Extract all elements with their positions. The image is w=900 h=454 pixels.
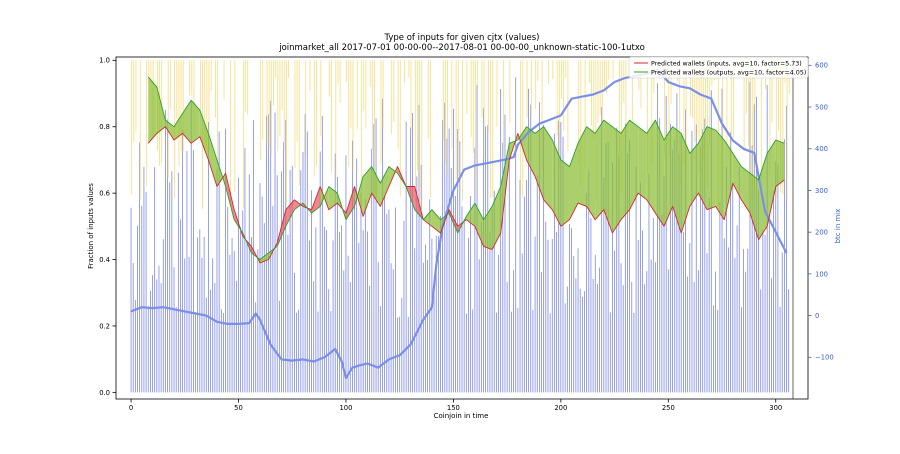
fill-segment-green	[578, 126, 587, 207]
fill-segment-green	[474, 203, 484, 247]
y2-tick-label: 300	[815, 187, 828, 195]
fill-segment-green	[552, 140, 561, 227]
plot-frame	[115, 56, 809, 400]
fill-segment-green	[732, 153, 742, 200]
fill-segment-green	[569, 143, 579, 220]
fill-segment-green	[698, 126, 707, 210]
fill-segment-green	[715, 130, 725, 220]
fill-segment-green	[749, 173, 759, 240]
y2-tick-label: 200	[815, 229, 828, 237]
chart-title: Type of inputs for given cjtx (values)	[384, 33, 540, 43]
y2-tick-label: 500	[815, 103, 828, 111]
fill-segment-red	[285, 199, 295, 227]
y2-axis-label: btc in mix	[834, 209, 842, 244]
fill-segment-green	[526, 126, 536, 177]
fill-segment-green	[655, 120, 665, 227]
fill-segment-green	[775, 140, 785, 187]
fill-segment-green	[543, 126, 553, 210]
y2-tick-label: 100	[815, 270, 828, 278]
fill-segment-green	[517, 126, 527, 160]
fill-segment-green	[586, 126, 596, 220]
outputs-series-line	[147, 76, 785, 260]
legend-label-outputs: Predicted wallets (outputs, avg=10, fact…	[651, 70, 806, 77]
fill-segment-green	[208, 133, 218, 187]
fill-segment-green	[629, 120, 639, 210]
fill-segment-green	[560, 159, 570, 227]
fill-segment-green	[621, 120, 630, 220]
y-tick-label: 0.8	[99, 123, 110, 131]
fill-segment-green	[672, 126, 682, 233]
y2-tick-label: 600	[815, 62, 828, 70]
legend-label-inputs: Predicted wallets (inputs, avg=10, facto…	[651, 61, 802, 68]
fill-segment-green	[638, 126, 647, 200]
x-axis-label: Coinjoin in time	[434, 412, 489, 420]
legend-box	[628, 56, 809, 79]
fill-segment-green	[165, 120, 175, 141]
fill-segment-green	[612, 126, 622, 233]
fill-segment-green	[724, 140, 733, 220]
y-tick-label: 0.6	[99, 190, 110, 198]
inputs-series-line	[147, 126, 785, 264]
fill-segment-green	[431, 209, 441, 233]
fill-segment-green	[182, 100, 192, 144]
x-tick-label: 100	[339, 404, 352, 412]
chart-subtitle: joinmarket_all 2017-07-01 00-00-00--2017…	[278, 43, 645, 53]
fill-segment-green	[767, 140, 776, 227]
y-tick-label: 1.0	[99, 57, 110, 65]
fill-segment-green	[646, 120, 656, 214]
fill-segment-green	[174, 113, 183, 141]
y-axis-label: Fraction of inputs values	[87, 183, 95, 269]
bars-layer	[130, 60, 790, 393]
legend: Predicted wallets (inputs, avg=10, facto…	[628, 56, 809, 79]
x-tick-label: 200	[554, 404, 567, 412]
fill-segment-green	[689, 143, 699, 207]
y2-tick-label: −100	[815, 354, 834, 362]
fill-segment-green	[354, 176, 364, 217]
fill-segment-green	[199, 110, 209, 160]
x-tick-label: 150	[447, 404, 460, 412]
fill-segment-red	[294, 199, 303, 210]
fill-segment-green	[466, 203, 475, 227]
fill-segment-green	[664, 126, 673, 227]
fill-segment-green	[148, 76, 157, 144]
fill-segment-green	[328, 186, 338, 210]
y2-tick-label: 400	[815, 145, 828, 153]
x-tick-label: 300	[769, 404, 782, 412]
y-tick-label: 0.2	[99, 322, 110, 330]
y2-tick-label: 0	[815, 312, 819, 320]
fill-segment-green	[363, 166, 372, 217]
y-tick-label: 0.4	[99, 256, 110, 264]
fill-segment-green	[595, 120, 604, 220]
fill-segment-green	[423, 209, 432, 227]
fill-segment-green	[741, 166, 750, 214]
fill-segment-green	[156, 86, 166, 134]
fill-segment-red	[345, 186, 355, 220]
x-tick-label: 0	[129, 404, 133, 412]
x-tick-label: 250	[662, 404, 675, 412]
fill-segment-green	[706, 126, 716, 210]
fill-segment-green	[191, 100, 200, 144]
y-tick-label: 0.0	[99, 389, 110, 397]
fill-segment-green	[603, 120, 613, 233]
x-tick-label: 50	[234, 404, 243, 412]
fill-segment-green	[681, 133, 690, 233]
fill-segment-green	[500, 143, 510, 233]
fill-segment-red	[225, 173, 235, 220]
axes-layer: 0 50 100 150 200 250 300 0.0 0.2 0.4 0.6 0.8 1.0 −100…	[99, 56, 834, 412]
fill-segment-green	[380, 166, 389, 207]
